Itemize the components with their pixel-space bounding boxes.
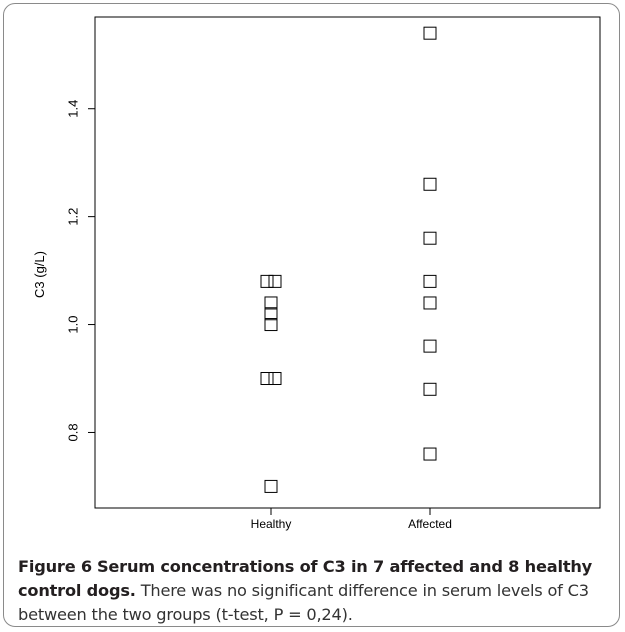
- data-point: [264, 318, 278, 332]
- data-points: [260, 26, 437, 493]
- data-point: [423, 447, 437, 461]
- figure-frame: [3, 3, 620, 627]
- data-point: [260, 372, 274, 386]
- data-point: [423, 339, 437, 353]
- data-point: [264, 479, 278, 493]
- data-point: [268, 372, 282, 386]
- figure-caption: Figure 6 Serum concentrations of C3 in 7…: [18, 555, 618, 627]
- y-tick-label: 0.8: [66, 423, 81, 441]
- y-axis-label: C3 (g/L): [32, 251, 47, 298]
- data-point: [423, 382, 437, 396]
- data-point: [268, 274, 282, 288]
- data-point: [264, 296, 278, 310]
- caption-title: Serum concentrations of C3 in 7 affected…: [18, 557, 593, 600]
- data-point: [260, 274, 274, 288]
- data-point: [423, 26, 437, 40]
- x-axis: Healthy Affected: [251, 508, 452, 531]
- plot-border: [94, 16, 601, 509]
- plot-area: [94, 16, 601, 509]
- data-point: [423, 296, 437, 310]
- caption-label: Figure 6: [18, 557, 92, 576]
- data-point: [423, 231, 437, 245]
- data-point: [423, 274, 437, 288]
- x-tick-label: Affected: [408, 517, 452, 531]
- y-axis: 0.8 1.0 1.2 1.4: [66, 100, 95, 442]
- y-tick-label: 1.4: [66, 100, 81, 118]
- x-tick-label: Healthy: [251, 517, 292, 531]
- data-point: [423, 177, 437, 191]
- y-tick-label: 1.0: [66, 316, 81, 334]
- data-point: [264, 307, 278, 321]
- y-tick-label: 1.2: [66, 208, 81, 226]
- caption-text: There was no significant difference in s…: [18, 581, 589, 624]
